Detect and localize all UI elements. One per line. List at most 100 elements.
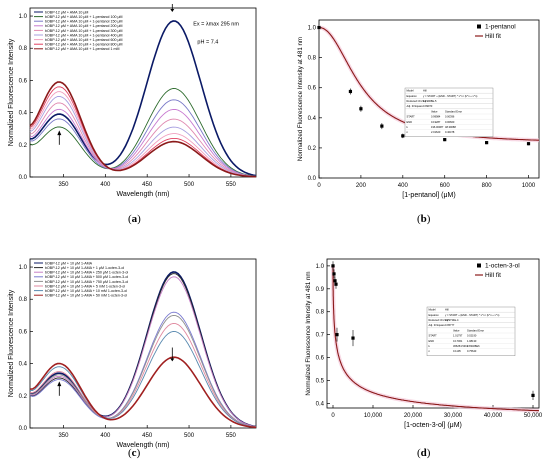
table-cell: 0.00660 [445, 120, 455, 124]
y-tick-label: 0.2 [19, 394, 28, 400]
panel-label-c: (c) [128, 447, 141, 459]
table-key: Equation [407, 94, 418, 98]
table-cell: n [429, 350, 431, 353]
y-tick-label: 1.0 [316, 264, 325, 270]
x-tick-label: 50,000 [524, 413, 543, 419]
y-tick-label: 0.2 [308, 146, 317, 152]
panel-label-b: (b) [417, 213, 431, 225]
data-point [351, 336, 355, 340]
y-tick-label: 0.4 [19, 111, 28, 117]
table-cell: k [407, 125, 409, 129]
series-line [29, 91, 257, 178]
table-key: Reduced Chi-Sqr [407, 99, 427, 103]
panel-a: 350 400 450 500 550 0.0 0.2 0.4 0.6 0.8 1.0 Wavelen… [0, 0, 275, 233]
chart-d: 0 10,000 20,000 30,000 40,000 50,000 0.4 0.5 0.6… [305, 258, 543, 429]
y-tick-label: 0.4 [316, 401, 325, 407]
panel-c: 350 400 450 500 550 0.0 0.2 0.4 0.6 0.8 1.0 Wavelen… [0, 233, 275, 467]
y-axis-label: Normalized Fluorescence Intensity [8, 38, 15, 146]
data-point [443, 138, 447, 142]
legend-entry: bOBP-12 μM + AMA 10 μM + 1-pentanol 200 … [45, 24, 123, 28]
table-cell: 0.1105 [453, 349, 461, 353]
y-tick-label: 0.4 [19, 362, 28, 368]
legend-entry: bOBP-12 μM + AMA 10 μM [45, 10, 88, 14]
legend-entry: bOBP-12 μM + 10 μM 1-AMA + 750 μM 1-octe… [45, 280, 128, 284]
series-line [29, 322, 257, 428]
y-axis-label: Normalized Fluorescence Intensity at 481… [305, 271, 312, 395]
data-point [526, 142, 531, 146]
data-point [332, 272, 336, 276]
series-line [29, 102, 257, 177]
data-point [348, 89, 353, 94]
legend-entry: bOBP-12 μM + 10 μM 1-AMA + 1 μM 1-octen-… [45, 266, 124, 270]
x-tick-label: 550 [226, 182, 237, 188]
y-tick-label: 0.6 [19, 78, 28, 84]
legend-entry: bOBP-12 μM + AMA 10 μM + 1-pentanol 800 … [45, 43, 123, 47]
series-line [29, 95, 257, 177]
table-header: Value [453, 328, 460, 332]
table-value: 0.95777 [445, 323, 455, 327]
table-cell: 48.39088 [445, 125, 456, 129]
y-tick-label: 0.0 [308, 176, 317, 182]
data-point [335, 333, 339, 337]
x-axis-label: Wavelength (nm) [116, 191, 169, 198]
plot-frame [326, 258, 540, 409]
data-point [331, 264, 335, 268]
table-cell: 0.75643 [467, 349, 477, 353]
y-tick-label: 0.8 [19, 46, 28, 52]
table-cell: START [407, 115, 416, 119]
y-tick-label: 0.8 [308, 56, 317, 62]
fit-results-table: Model Hill Equation y = START + (END - STAR… [404, 87, 494, 137]
x-tick-label: 600 [440, 183, 451, 189]
data-point [531, 393, 535, 397]
data-point [485, 141, 489, 145]
legend-entry: bOBP-12 μM + AMA 10 μM + 1-pentanol 150 … [45, 20, 123, 24]
x-tick-label: 40,000 [484, 413, 503, 419]
y-tick-label: 0.7 [316, 333, 325, 339]
x-tick-label: 450 [142, 182, 153, 188]
x-tick-label: 400 [100, 182, 111, 188]
data-point [317, 25, 321, 30]
x-tick-label: 800 [482, 183, 493, 189]
table-frame [426, 306, 516, 356]
data-point [401, 134, 405, 138]
plot-frame [29, 7, 257, 178]
x-tick-label: 350 [58, 433, 69, 439]
table-key: Adj. R-Square [407, 104, 424, 108]
table-cell: 0.40478 [445, 130, 455, 134]
chart-b: 0 200 400 600 800 1000 0.0 0.2 0.4 0.6 0.8 1.0 [1-pe… [297, 19, 540, 199]
table-value: 3.29734E-4 [445, 318, 459, 322]
chart-a: 350 400 450 500 550 0.0 0.2 0.4 0.6 0.8 1.0 Wavelen… [8, 4, 257, 198]
table-value: 0.99973 [423, 104, 433, 108]
x-tick-label: 400 [398, 183, 409, 189]
panel-label-a: (a) [128, 213, 141, 225]
x-tick-label: 10,000 [364, 413, 383, 419]
plot-frame [29, 258, 257, 429]
table-cell: 0.02190 [467, 334, 477, 338]
legend-entry: bOBP-12 μM + AMA 10 μM + 1-pentanol 600 … [45, 38, 123, 42]
series-line [29, 108, 257, 177]
x-tick-label: 0 [317, 183, 321, 189]
table-value: Hill [423, 89, 427, 93]
legend-entry: bOBP-12 μM + 10 μM 1-AMA + 50 mM 1-octen… [45, 294, 127, 298]
plot-frame [318, 19, 540, 179]
legend-entry: Hill fit [485, 33, 501, 40]
legend-entry: bOBP-12 μM + 10 μM 1-AMA + 5 mM 1-octen-… [45, 284, 125, 288]
series-line [29, 99, 257, 177]
arrow-up-head [57, 381, 62, 387]
y-tick-label: 0.6 [316, 356, 325, 362]
fit-results-table: Model Hill Equation y = START + (END - STAR… [426, 306, 516, 356]
series-line [29, 88, 257, 177]
table-value: y = START + (END - START) * x^n / (k^n +… [445, 313, 499, 317]
series-line [29, 331, 257, 428]
table-cell: 366254.5461 [453, 344, 469, 348]
arrow-down-head [170, 358, 175, 362]
legend-entry: bOBP-12 μM + 10 μM 1-AMA + 250 μM 1-octe… [45, 271, 128, 275]
y-tick-label: 0.0 [19, 426, 28, 432]
table-cell: k [429, 344, 431, 348]
legend-entry: bOBP-12 μM + AMA 10 μM + 1-pentanol 1 mM [45, 47, 119, 51]
table-cell: 3.83468E6 [467, 344, 480, 348]
legend-entry: Hill fit [485, 272, 501, 279]
data-point [334, 282, 338, 286]
y-tick-label: 1.0 [19, 14, 28, 20]
legend-entry: bOBP-12 μM + 10 μM 1-AMA + 500 μM 1-octe… [45, 275, 128, 279]
